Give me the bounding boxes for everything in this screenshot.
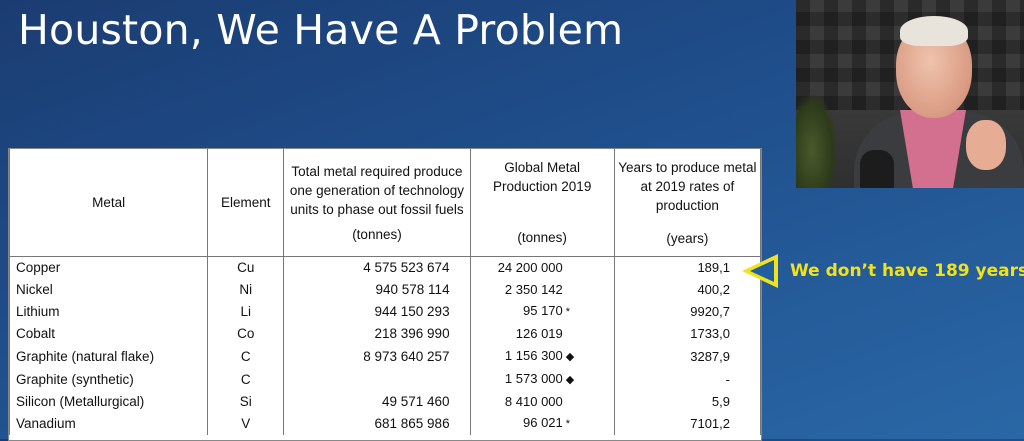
header-metal: Metal xyxy=(8,149,209,257)
total-required-cell xyxy=(283,367,471,391)
metal-cell: Graphite (synthetic) xyxy=(8,367,209,391)
footnote-mark: ◆ xyxy=(565,373,575,386)
slide-title: Houston, We Have A Problem xyxy=(18,6,624,54)
presenter-hand xyxy=(966,120,1006,170)
footnote-mark: * xyxy=(565,418,571,430)
table-row: Cobalt Co 218 396 990 126 019 1733,0 xyxy=(8,323,762,345)
header-element: Element xyxy=(207,149,285,257)
production-cell: 2 350 142 xyxy=(469,278,615,300)
arrow-left-icon xyxy=(742,254,778,288)
metals-table-container: Metal Element Total metal required produ… xyxy=(8,148,762,441)
element-cell: Co xyxy=(207,323,285,345)
production-cell: 1 156 300 ◆ xyxy=(469,344,615,368)
production-cell: 95 170 * xyxy=(469,300,615,323)
table-row: Graphite (synthetic) C 1 573 000 ◆ - xyxy=(8,367,762,391)
presenter-shirt xyxy=(900,110,966,188)
microphone xyxy=(860,150,894,188)
production-cell: 126 019 xyxy=(469,323,615,345)
element-cell: V xyxy=(207,412,285,435)
callout-text: We don’t have 189 years xyxy=(790,261,1024,281)
table-row: Graphite (natural flake) C 8 973 640 257 1 … xyxy=(8,344,762,368)
footnote-mark: ◆ xyxy=(565,350,575,363)
metal-cell: Vanadium xyxy=(8,412,209,435)
element-cell: Cu xyxy=(207,256,285,279)
metal-cell: Nickel xyxy=(8,278,209,300)
footnote-mark: * xyxy=(565,306,571,318)
metals-table: Metal Element Total metal required produ… xyxy=(8,149,762,435)
production-cell: 96 021 * xyxy=(469,412,615,435)
years-cell: 1733,0 xyxy=(613,323,762,345)
total-required-cell: 49 571 460 xyxy=(283,390,471,412)
total-required-cell: 944 150 293 xyxy=(283,300,471,323)
metal-cell: Copper xyxy=(8,256,209,279)
header-global-production: Global Metal Production 2019 (tonnes) xyxy=(469,149,615,257)
header-total-metal-required: Total metal required produce one generat… xyxy=(283,149,471,257)
element-cell: Ni xyxy=(207,278,285,300)
table-header-row: Metal Element Total metal required produ… xyxy=(8,149,762,257)
metal-cell: Lithium xyxy=(8,300,209,323)
total-required-cell: 4 575 523 674 xyxy=(283,256,471,279)
metal-cell: Graphite (natural flake) xyxy=(8,344,209,368)
header-years-unit: (years) xyxy=(666,230,709,246)
total-required-cell: 940 578 114 xyxy=(283,278,471,300)
years-cell: 400,2 xyxy=(613,278,762,300)
callout: We don’t have 189 years xyxy=(742,254,1024,288)
header-years-to-produce: Years to produce metal at 2019 rates of … xyxy=(613,149,762,257)
table-row: Nickel Ni 940 578 114 2 350 142 400,2 xyxy=(8,278,762,300)
table-row: Lithium Li 944 150 293 95 170 * 9920,7 xyxy=(8,300,762,323)
presenter-hair xyxy=(900,16,968,46)
table-row: Copper Cu 4 575 523 674 24 200 000 189,1 xyxy=(8,256,762,279)
plant xyxy=(796,95,836,188)
presenter-webcam-video xyxy=(796,0,1024,188)
total-required-cell: 681 865 986 xyxy=(283,412,471,435)
years-cell: 7101,2 xyxy=(613,412,762,435)
total-required-cell: 218 396 990 xyxy=(283,323,471,345)
production-cell: 8 410 000 xyxy=(469,390,615,412)
metal-cell: Silicon (Metallurgical) xyxy=(8,390,209,412)
element-cell: C xyxy=(207,367,285,391)
production-cell: 24 200 000 xyxy=(469,256,615,279)
years-cell: 9920,7 xyxy=(613,300,762,323)
element-cell: C xyxy=(207,344,285,368)
table-row: Silicon (Metallurgical) Si 49 571 460 8 410… xyxy=(8,390,762,412)
total-required-cell: 8 973 640 257 xyxy=(283,344,471,368)
production-cell: 1 573 000 ◆ xyxy=(469,367,615,391)
metal-cell: Cobalt xyxy=(8,323,209,345)
years-cell: 3287,9 xyxy=(613,344,762,368)
element-cell: Li xyxy=(207,300,285,323)
years-cell: 5,9 xyxy=(613,390,762,412)
years-cell: 189,1 xyxy=(613,256,762,279)
header-total-unit: (tonnes) xyxy=(352,226,402,242)
years-cell: - xyxy=(613,367,762,391)
header-production-unit: (tonnes) xyxy=(517,230,567,245)
element-cell: Si xyxy=(207,390,285,412)
table-row: Vanadium V 681 865 986 96 021 * 7101,2 xyxy=(8,412,762,435)
